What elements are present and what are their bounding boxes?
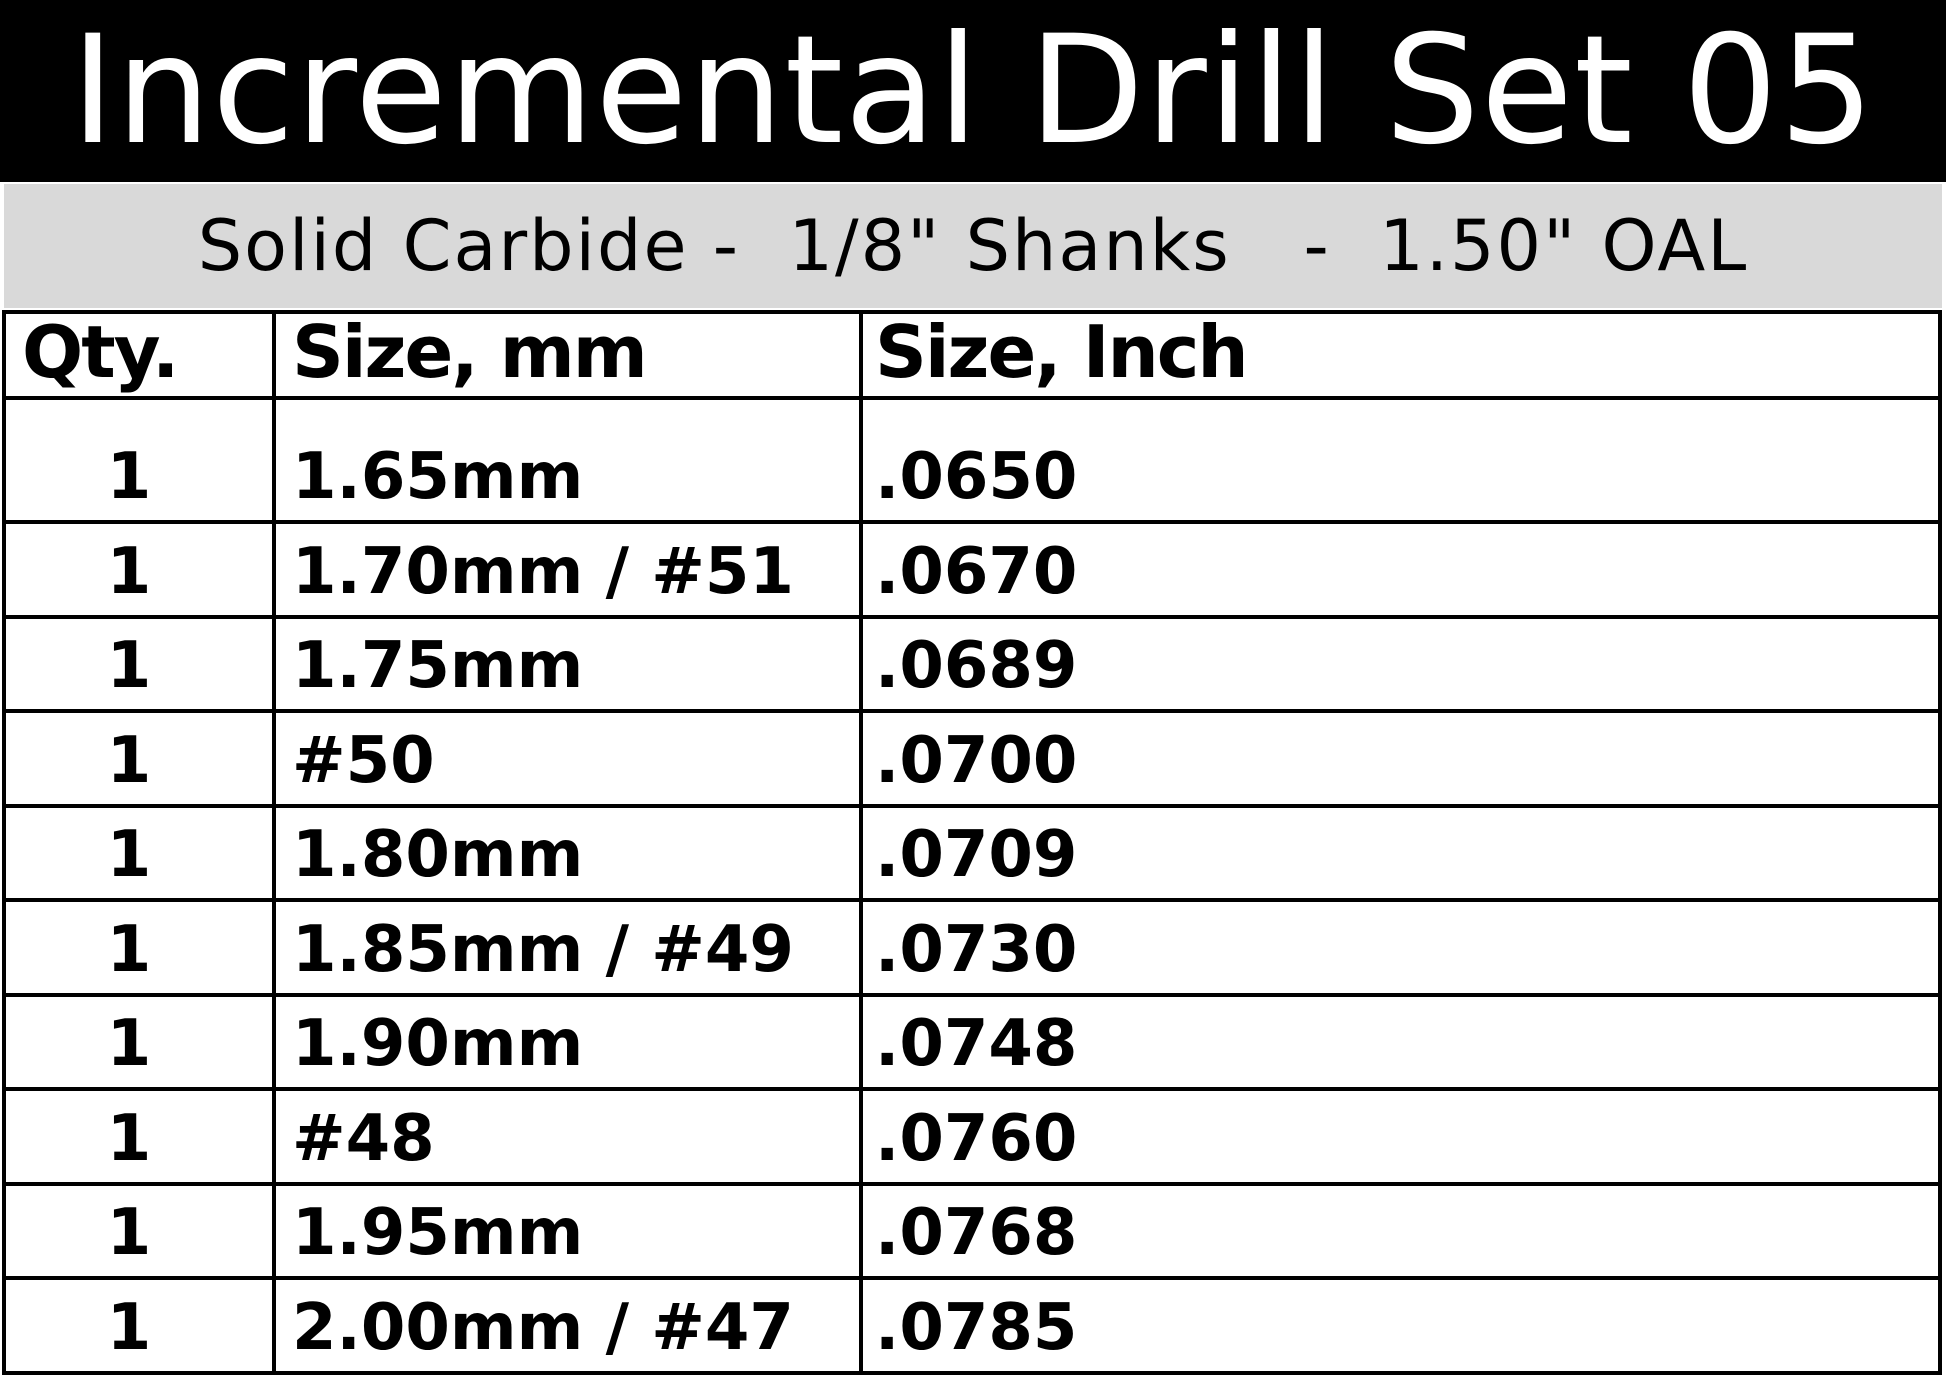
table-row: 1 1.95mm .0768 <box>2 1185 1942 1280</box>
table-row: 1 1.85mm / #49.0730 <box>2 902 1942 997</box>
cell-size-mm: #50 <box>272 713 859 804</box>
cell-qty: 1 <box>2 1185 272 1276</box>
header-qty: Qty. <box>2 310 272 396</box>
cell-size-inch: .0748 <box>859 996 1942 1087</box>
cell-size-inch: .0730 <box>859 902 1942 993</box>
table-header-row: Qty. Size, mm Size, Inch <box>2 310 1942 400</box>
cell-size-mm: 1.65mm <box>272 400 859 520</box>
cell-qty: 1 <box>2 618 272 709</box>
table-row: 1 1.90mm .0748 <box>2 996 1942 1091</box>
cell-size-mm: 1.90mm <box>272 996 859 1087</box>
table-row: 1 #48.0760 <box>2 1091 1942 1186</box>
header-size-mm: Size, mm <box>272 310 859 396</box>
cell-size-mm: 1.85mm / #49 <box>272 902 859 993</box>
cell-qty: 1 <box>2 807 272 898</box>
cell-qty: 1 <box>2 996 272 1087</box>
table-row: 1 2.00mm / #47.0785 <box>2 1280 1942 1375</box>
page-title: Incremental Drill Set 05 <box>0 0 1946 182</box>
cell-qty: 1 <box>2 713 272 804</box>
table-row: 1 1.80mm .0709 <box>2 807 1942 902</box>
table-row: 1 #50.0700 <box>2 713 1942 808</box>
table-row: 1 1.75mm .0689 <box>2 618 1942 713</box>
cell-size-mm: 1.70mm / #51 <box>272 524 859 615</box>
header-size-inch: Size, Inch <box>859 310 1942 396</box>
cell-qty: 1 <box>2 1280 272 1371</box>
cell-qty: 1 <box>2 902 272 993</box>
drill-size-table: Qty. Size, mm Size, Inch 1 1.65mm .0650 1 1.… <box>2 310 1942 1375</box>
cell-size-inch: .0709 <box>859 807 1942 898</box>
cell-size-inch: .0785 <box>859 1280 1942 1371</box>
cell-size-inch: .0700 <box>859 713 1942 804</box>
cell-size-inch: .0760 <box>859 1091 1942 1182</box>
cell-qty: 1 <box>2 1091 272 1182</box>
cell-size-inch: .0670 <box>859 524 1942 615</box>
cell-size-mm: 2.00mm / #47 <box>272 1280 859 1371</box>
cell-size-inch: .0689 <box>859 618 1942 709</box>
cell-qty: 1 <box>2 524 272 615</box>
cell-size-mm: 1.75mm <box>272 618 859 709</box>
cell-size-mm: #48 <box>272 1091 859 1182</box>
cell-size-inch: .0768 <box>859 1185 1942 1276</box>
table-row: 1 1.70mm / #51.0670 <box>2 524 1942 619</box>
cell-size-inch: .0650 <box>859 400 1942 520</box>
cell-qty: 1 <box>2 400 272 520</box>
subtitle: Solid Carbide - 1/8" Shanks - 1.50" OAL <box>4 184 1942 308</box>
cell-size-mm: 1.80mm <box>272 807 859 898</box>
table-row: 1 1.65mm .0650 <box>2 400 1942 524</box>
cell-size-mm: 1.95mm <box>272 1185 859 1276</box>
